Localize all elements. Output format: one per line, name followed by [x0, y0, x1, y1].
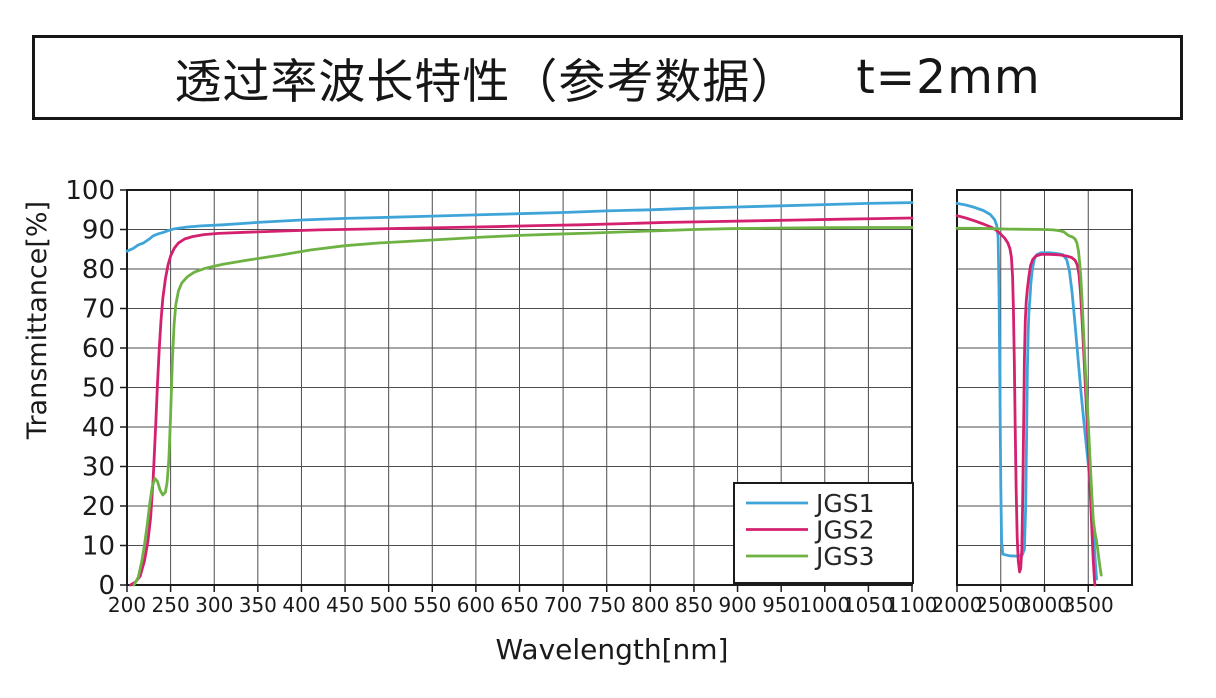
plot-area: 200 250 300 350 400 450 500 550 600 650 700 750 800 8… — [65, 176, 1133, 617]
x-tick-label: 850 — [675, 593, 713, 617]
x-tick-label: 2500 — [975, 593, 1026, 617]
series-jgs3-line-panel1 — [132, 226, 914, 587]
chart-title-thickness: t=2mm — [856, 50, 1041, 105]
y-tick-label: 40 — [82, 413, 115, 443]
x-axis-title: Wavelength[nm] — [496, 633, 729, 666]
y-tick-label: 10 — [82, 532, 115, 562]
legend-label-jgs1: JGS1 — [814, 489, 875, 518]
x-tick-label: 200 — [108, 593, 146, 617]
x-tick-label: 700 — [544, 593, 582, 617]
x-tick-label: 300 — [195, 593, 233, 617]
x-tick-label: 600 — [457, 593, 495, 617]
x-tick-label: 250 — [152, 593, 190, 617]
y-tick-label: 100 — [65, 176, 115, 206]
x-tick-label: 2000 — [932, 593, 983, 617]
series-jgs1-line-panel1 — [125, 201, 914, 253]
legend-box — [733, 482, 914, 584]
y-tick-label: 90 — [82, 216, 115, 246]
x-tick-label: 350 — [239, 593, 277, 617]
x-tick-label: 500 — [370, 593, 408, 617]
series-jgs1-line-panel2 — [955, 201, 1098, 581]
x-tick-label: 3500 — [1063, 593, 1114, 617]
legend-label-jgs3: JGS3 — [814, 542, 875, 571]
x-tick-label: 900 — [718, 593, 756, 617]
panel-frame — [126, 189, 913, 586]
panel-frame — [956, 189, 1133, 586]
y-tick-label: 50 — [82, 374, 115, 404]
chart-title: 透过率波长特性（参考数据） — [174, 55, 799, 110]
x-tick-label: 950 — [762, 593, 800, 617]
x-tick-label: 1050 — [843, 593, 894, 617]
x-tick-label: 450 — [326, 593, 364, 617]
x-tick-label: 400 — [282, 593, 320, 617]
x-tick-label: 650 — [500, 593, 538, 617]
y-tick-label: 80 — [82, 255, 115, 285]
x-tick-label: 3000 — [1019, 593, 1070, 617]
y-axis-title: Transmittance[%] — [22, 201, 53, 440]
x-tick-label: 1100 — [887, 593, 938, 617]
x-tick-label: 800 — [631, 593, 669, 617]
y-tick-label: 70 — [82, 295, 115, 325]
series-jgs2-line-panel1 — [129, 216, 914, 587]
y-tick-label: 0 — [98, 571, 115, 601]
x-tick-label: 1000 — [799, 593, 850, 617]
y-tick-label: 60 — [82, 334, 115, 364]
legend-label-jgs2: JGS2 — [814, 516, 875, 545]
y-tick-label: 20 — [82, 492, 115, 522]
x-tick-label: 550 — [413, 593, 451, 617]
chart-title-box: 透过率波长特性（参考数据） t=2mm — [32, 35, 1183, 120]
series-jgs3-line-panel2 — [955, 226, 1103, 577]
y-tick-label: 30 — [82, 453, 115, 483]
x-tick-label: 750 — [588, 593, 626, 617]
